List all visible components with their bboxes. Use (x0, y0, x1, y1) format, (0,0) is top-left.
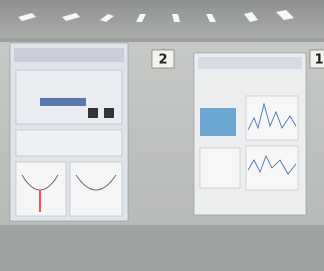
floor (0, 225, 324, 271)
board-number: 2 (158, 53, 167, 68)
wall-edge (0, 38, 324, 42)
poster-right (194, 53, 306, 215)
ceiling (0, 0, 324, 38)
poster-left (10, 43, 128, 221)
photo: 2 1 (0, 0, 324, 271)
board-number: 1 (314, 53, 323, 68)
